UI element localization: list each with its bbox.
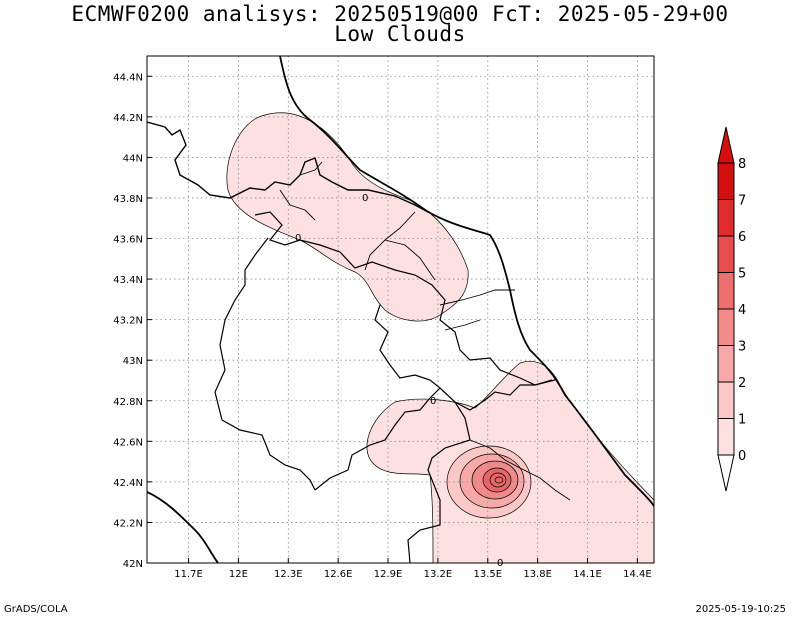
- plot-subtitle: Low Clouds: [334, 22, 466, 46]
- cloud-area-north: [226, 112, 469, 322]
- contour-label: 0: [362, 193, 368, 204]
- region-border-tuscany-umbria: [214, 237, 316, 491]
- colorbar-label: 0: [738, 449, 746, 464]
- region-border-lazio-abruzzo: [407, 387, 471, 563]
- colorbar-label: 6: [738, 230, 746, 245]
- lon-axis: 11.7E 12E 12.3E 12.6E 12.9E 13.2E 13.5E 13.8E 14…: [174, 558, 652, 580]
- region-border-marche-umbria: [254, 211, 556, 386]
- lat-tick-label: 43.6N: [113, 235, 143, 246]
- lon-tick-label: 13.5E: [473, 569, 502, 580]
- lat-axis: 42N 42.2N 42.4N 42.6N 42.8N 43N 43.2N 43.4N 43.6…: [113, 72, 152, 570]
- lon-tick-label: 12.3E: [274, 569, 303, 580]
- colorbar-label: 5: [738, 267, 746, 282]
- region-border-internal-2: [439, 289, 515, 331]
- lat-tick-label: 42.4N: [113, 478, 143, 489]
- lon-tick-label: 13.8E: [523, 569, 552, 580]
- colorbar: 0 1 2 3 4 5 6 7 8: [717, 126, 746, 492]
- colorbar-segment: [717, 345, 735, 383]
- colorbar-segment: [717, 272, 735, 310]
- colorbar-segment: [717, 308, 735, 346]
- lon-tick-label: 12E: [229, 569, 248, 580]
- plot-title: ECMWF0200 analisys: 20250519@00 FcT: 202…: [71, 2, 729, 26]
- region-border-internal-3: [279, 161, 323, 221]
- colorbar-upper-triangle: [717, 126, 735, 164]
- lon-tick-label: 14.1E: [573, 569, 602, 580]
- colorbar-segment: [717, 381, 735, 419]
- lat-tick-label: 44.2N: [113, 113, 143, 124]
- footer-timestamp: 2025-05-19-10:25: [695, 604, 786, 615]
- colorbar-segment: [717, 162, 735, 200]
- map-frame: [146, 55, 655, 564]
- borders-layer: [147, 56, 654, 563]
- lon-tick-label: 12.9E: [374, 569, 403, 580]
- lat-tick-label: 44N: [123, 153, 143, 164]
- lat-tick-label: 44.4N: [113, 72, 143, 83]
- lat-tick-label: 42N: [123, 559, 143, 570]
- colorbar-label: 1: [738, 413, 746, 428]
- contour-label: 0: [430, 396, 436, 407]
- region-border-south-east: [469, 439, 571, 501]
- region-border-umbria-lazio: [314, 304, 441, 491]
- colorbar-label: 4: [738, 303, 746, 318]
- cloud-fill-layer: [226, 112, 654, 563]
- lon-tick-label: 13.2E: [424, 569, 453, 580]
- lon-tick-label: 12.6E: [324, 569, 353, 580]
- lat-tick-label: 42.8N: [113, 397, 143, 408]
- west-coast: [147, 491, 219, 563]
- colorbar-label: 3: [738, 340, 746, 355]
- cloud-peak-rings: [447, 446, 531, 518]
- lat-tick-label: 42.6N: [113, 437, 143, 448]
- colorbar-segment: [717, 418, 735, 456]
- colorbar-label: 8: [738, 157, 746, 172]
- region-border-internal-1: [364, 211, 436, 281]
- lon-tick-label: 11.7E: [174, 569, 203, 580]
- lat-tick-label: 43N: [123, 356, 143, 367]
- colorbar-segment: [717, 235, 735, 273]
- coastline: [279, 56, 654, 507]
- colorbar-lower-triangle: [717, 454, 735, 492]
- lat-tick-label: 43.2N: [113, 316, 143, 327]
- colorbar-label: 2: [738, 376, 746, 391]
- colorbar-label: 7: [738, 194, 746, 209]
- region-border-marche-abruzzo: [454, 379, 553, 411]
- lon-tick-label: 14.4E: [623, 569, 652, 580]
- contour-label: 0: [295, 233, 301, 244]
- region-border-north: [147, 121, 431, 214]
- footer-software: GrADS/COLA: [4, 604, 68, 615]
- lat-tick-label: 43.4N: [113, 275, 143, 286]
- colorbar-segment: [717, 199, 735, 237]
- lat-tick-label: 43.8N: [113, 194, 143, 205]
- contour-lines: [226, 112, 654, 563]
- lat-tick-label: 42.2N: [113, 518, 143, 529]
